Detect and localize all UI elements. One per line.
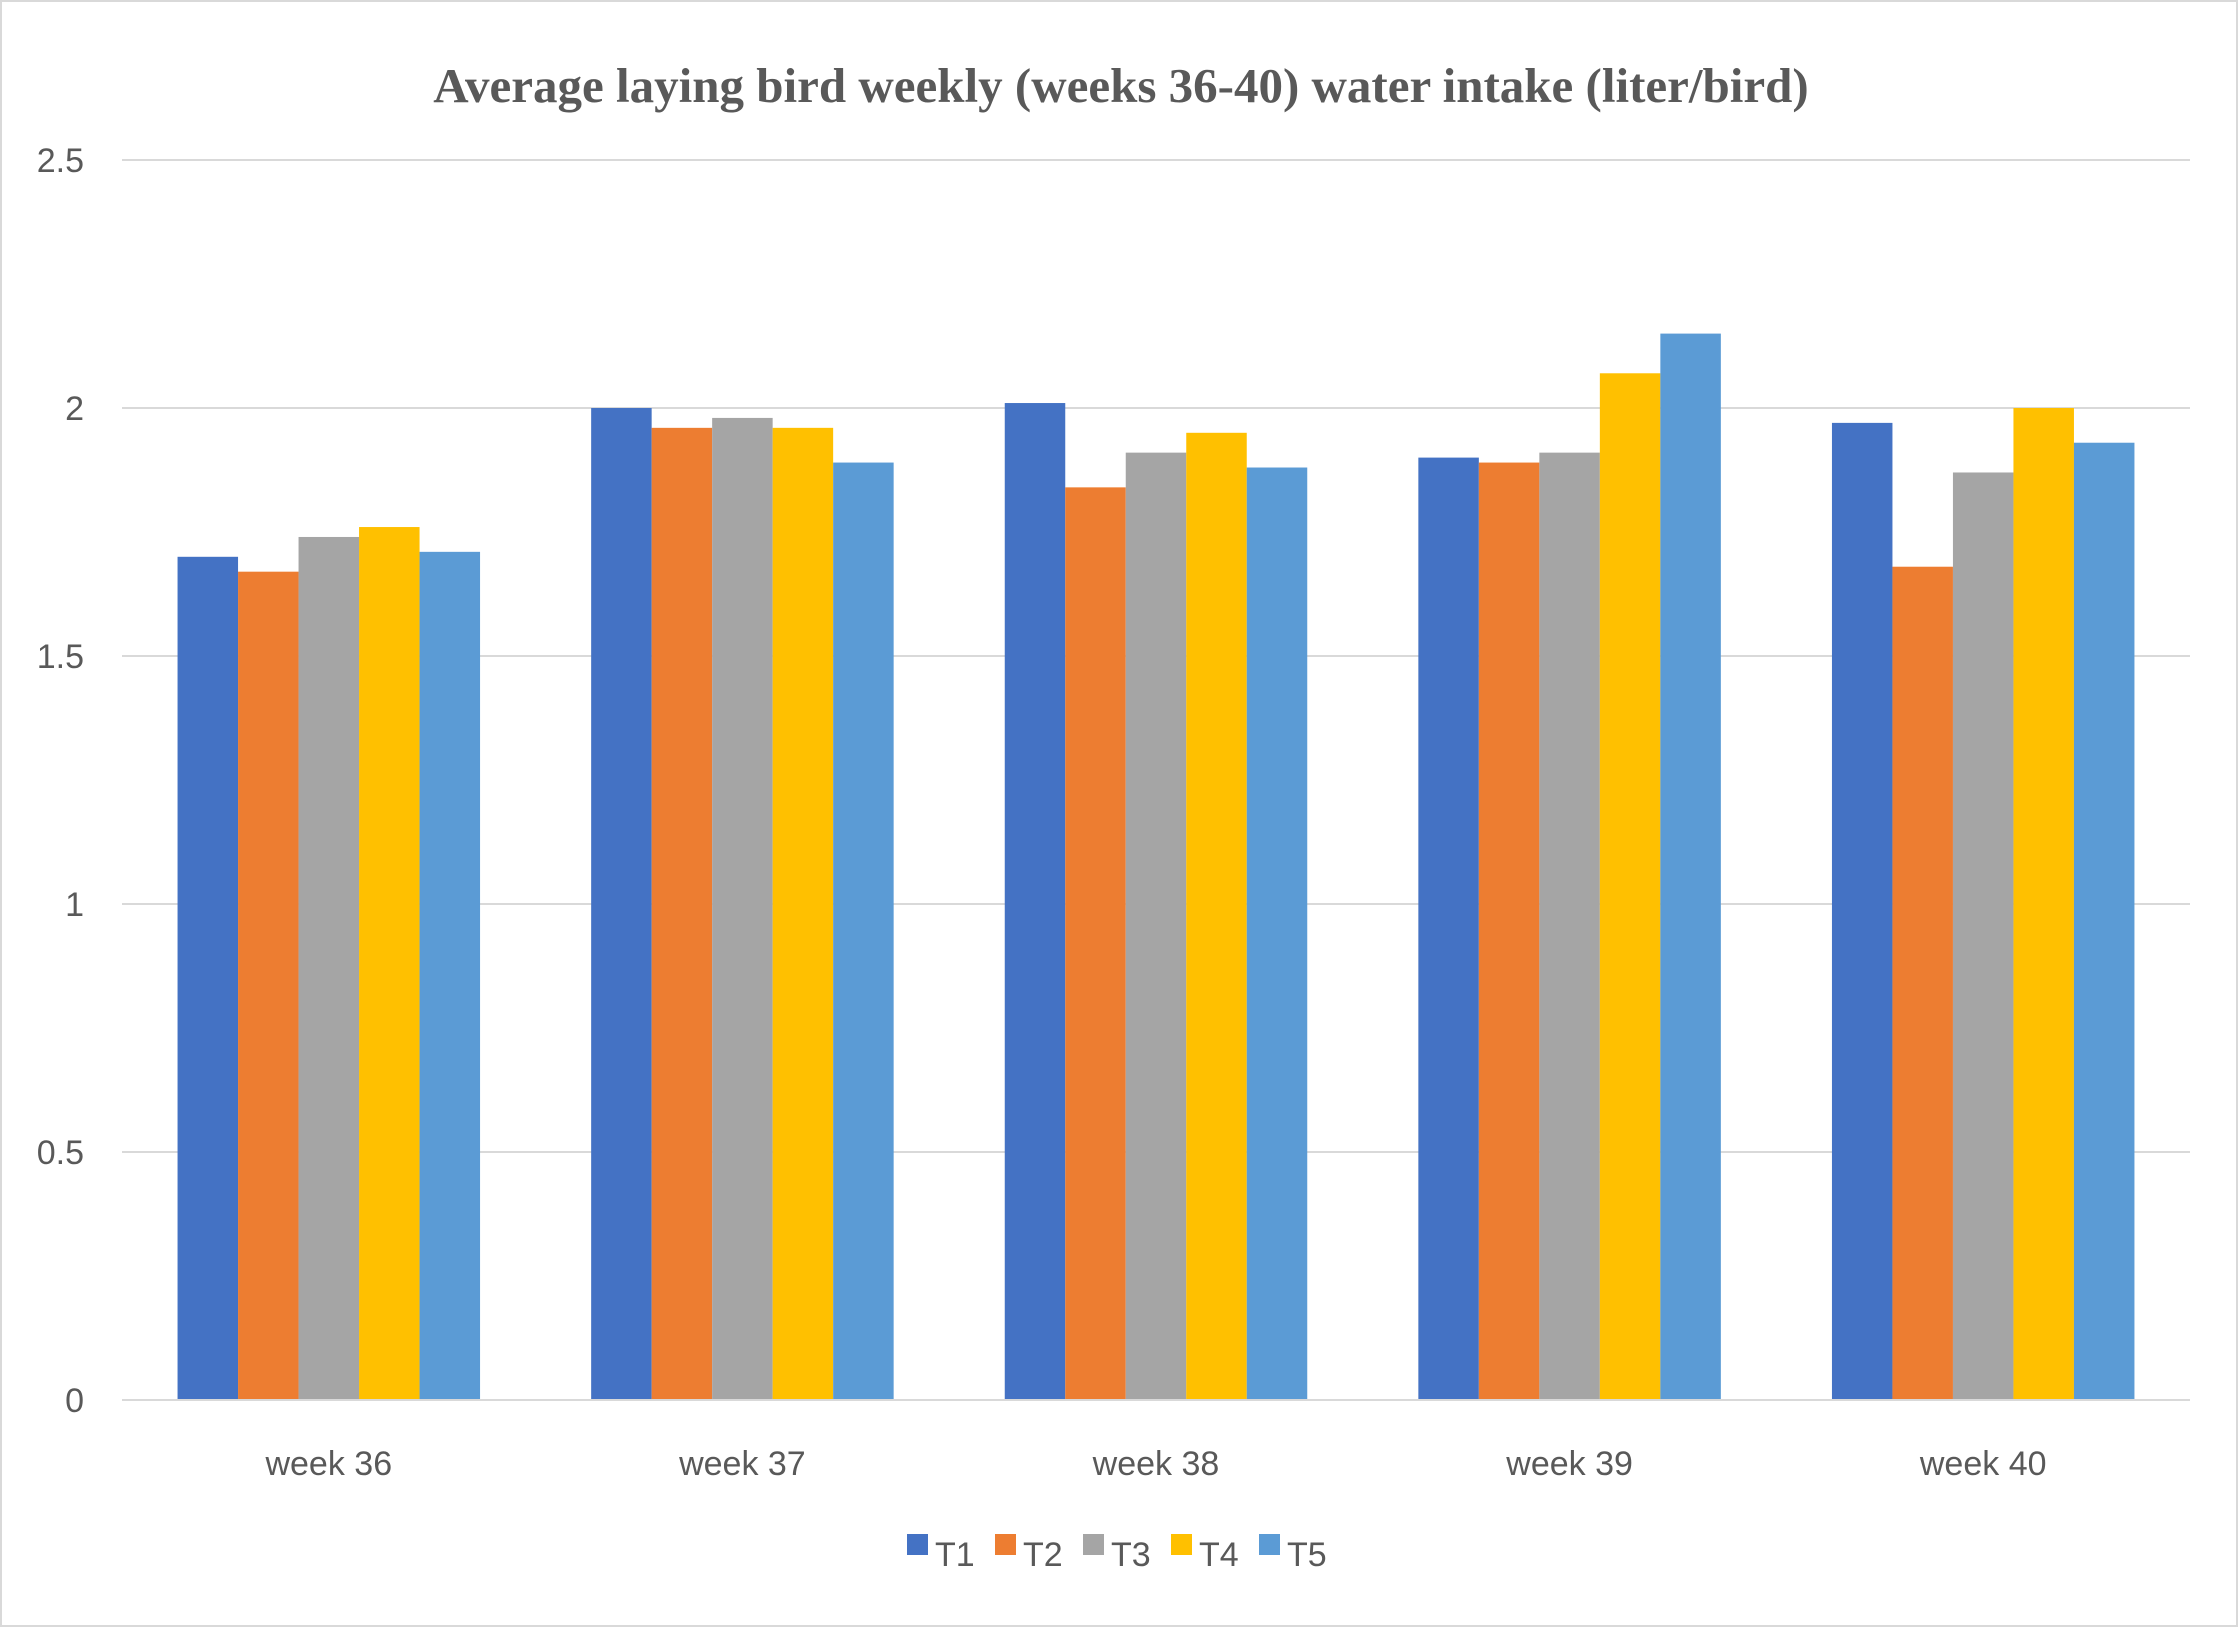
y-tick-label: 1.5	[37, 638, 84, 676]
bar-t3-week-37	[712, 417, 773, 1400]
y-tick-label: 2	[65, 390, 84, 428]
bar-t1-week-36	[177, 556, 239, 1400]
x-axis-ticks: week 36 week 37 week 38 week 39 week 40	[264, 1445, 2046, 1483]
bar-t2-week-39	[1478, 462, 1540, 1400]
bar-t2-week-36	[238, 571, 299, 1400]
bar-t4-week-40	[2013, 408, 2074, 1400]
y-tick-label: 0	[65, 1382, 84, 1420]
legend-label-t3: T3	[1111, 1536, 1151, 1574]
bar-t3-week-38	[1125, 452, 1187, 1400]
chart-title: Average laying bird weekly (weeks 36-40)…	[433, 58, 1808, 113]
x-tick-label: week 38	[1092, 1445, 1220, 1483]
bar-t4-week-38	[1186, 432, 1247, 1400]
legend-label-t2: T2	[1023, 1536, 1063, 1574]
legend-swatch-t4	[1171, 1534, 1192, 1555]
legend-label-t5: T5	[1287, 1536, 1327, 1574]
bar-t5-week-38	[1246, 467, 1308, 1400]
y-axis-ticks: 0 0.5 1 1.5 2 2.5	[37, 142, 84, 1420]
legend-swatch-t2	[995, 1534, 1016, 1555]
bar-t1-week-37	[591, 408, 652, 1400]
bar-t5-week-40	[2073, 442, 2135, 1401]
x-tick-label: week 40	[1919, 1445, 2047, 1483]
legend-swatch-t1	[907, 1534, 928, 1555]
legend-label-t1: T1	[935, 1536, 975, 1574]
bar-t1-week-38	[1004, 403, 1066, 1400]
legend-label-t4: T4	[1199, 1536, 1239, 1574]
bars	[177, 333, 2135, 1401]
bar-t1-week-40	[1831, 422, 1893, 1400]
legend: T1 T2 T3 T4 T5	[907, 1534, 1327, 1574]
bar-t4-week-37	[772, 427, 834, 1401]
bar-t4-week-36	[359, 527, 420, 1400]
legend-swatch-t3	[1083, 1534, 1104, 1555]
bar-t5-week-39	[1660, 333, 1721, 1401]
y-tick-label: 2.5	[37, 142, 84, 180]
bar-t2-week-37	[651, 427, 713, 1401]
y-tick-label: 0.5	[37, 1134, 84, 1172]
bar-t1-week-39	[1418, 457, 1479, 1401]
y-tick-label: 1	[65, 886, 84, 924]
x-tick-label: week 36	[264, 1445, 392, 1483]
bar-t3-week-40	[1952, 472, 2014, 1401]
bar-t4-week-39	[1599, 373, 1661, 1400]
legend-swatch-t5	[1259, 1534, 1280, 1555]
bar-t3-week-36	[298, 536, 360, 1400]
x-tick-label: week 37	[678, 1445, 806, 1483]
bar-t5-week-37	[833, 462, 894, 1400]
bar-t2-week-38	[1065, 487, 1126, 1400]
bar-t5-week-36	[419, 551, 481, 1400]
bar-t3-week-39	[1539, 452, 1600, 1400]
bar-t2-week-40	[1892, 566, 1953, 1400]
x-tick-label: week 39	[1505, 1445, 1633, 1483]
